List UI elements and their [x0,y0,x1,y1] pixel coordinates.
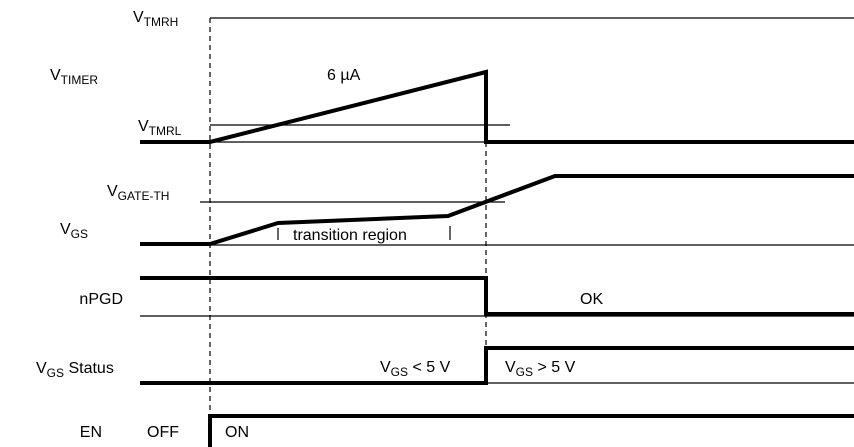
vgs-less-than-annotation: VGS < 5 V [380,359,451,379]
current-annotation: 6 µA [327,67,361,84]
vtimer-waveform [140,69,854,144]
vtmrl-label: VTMRL [138,118,182,138]
vgs-waveform [140,174,854,246]
vtimer-label: VTIMER [50,67,98,87]
vgs-greater-than-annotation: VGS > 5 V [505,359,576,379]
transition-region-annotation: transition region [293,227,407,244]
on-annotation: ON [225,424,249,441]
vgs-label: VGS [60,221,88,241]
vgs-status-waveform [140,346,854,385]
off-annotation: OFF [147,424,179,441]
en-waveform [208,414,854,447]
vtmrh-label: VTMRH [133,9,178,29]
vgate-th-label: VGATE-TH [107,183,169,203]
en-label: EN [80,424,102,441]
npgd-waveform [140,276,854,316]
ok-annotation: OK [580,291,603,308]
npgd-label: nPGD [79,291,123,308]
vgs-status-label: VGS Status [36,360,114,380]
